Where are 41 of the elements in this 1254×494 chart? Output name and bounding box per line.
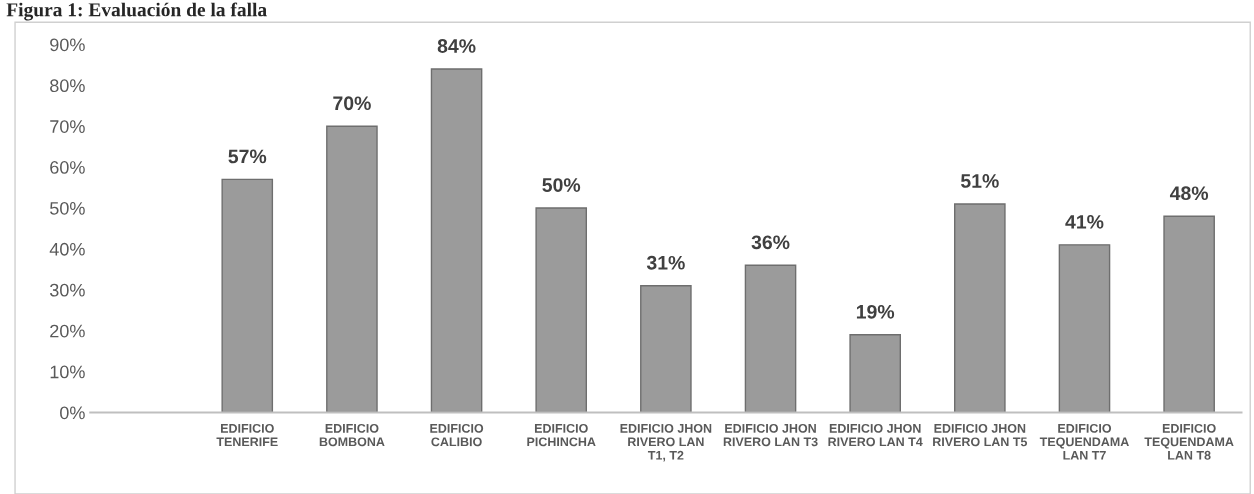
data-label: 51% (960, 174, 999, 188)
data-label: 31% (646, 255, 685, 270)
bar (640, 285, 692, 413)
y-tick-label: 30% (49, 283, 85, 297)
x-tick-label: EDIFICIO TEQUENDAMA LAN T8 (1144, 423, 1234, 460)
bar (221, 178, 274, 413)
bar (744, 264, 797, 413)
bar (535, 207, 588, 413)
bar (1058, 244, 1111, 413)
y-tick-label: 20% (50, 324, 85, 338)
x-tick-label: EDIFICIO JHON RIVERO LAN T5 (933, 423, 1028, 447)
data-label: 36% (751, 235, 790, 250)
bar (326, 125, 378, 413)
x-tick-label: EDIFICIO TENERIFE (216, 423, 278, 447)
x-tick-label: EDIFICIO PICHINCHA (527, 423, 596, 447)
bar (954, 203, 1006, 413)
data-label: 41% (1065, 215, 1104, 229)
y-tick-label: 40% (49, 242, 85, 256)
x-tick-label: EDIFICIO CALIBIO (430, 423, 484, 447)
y-tick-label: 60% (50, 161, 85, 174)
bar (430, 68, 483, 413)
y-tick-label: 0% (60, 406, 85, 420)
x-tick-label: EDIFICIO JHON RIVERO LAN T1, T2 (620, 423, 712, 462)
y-tick-label: 10% (50, 365, 85, 379)
x-tick-label: EDIFICIO JHON RIVERO LAN T3 (723, 423, 818, 447)
data-label: 50% (542, 178, 581, 192)
data-label: 19% (856, 304, 895, 319)
bar (849, 334, 901, 413)
bar (1163, 215, 1215, 413)
data-label: 70% (333, 96, 371, 111)
y-tick-label: 80% (50, 79, 85, 93)
y-tick-label: 70% (50, 120, 85, 133)
y-tick-label: 50% (50, 201, 85, 215)
data-label: 48% (1169, 186, 1209, 201)
y-tick-label: 90% (50, 38, 85, 52)
chart-title: Figura 1: Evaluación de la falla (6, 2, 267, 21)
data-label: 84% (437, 39, 476, 53)
x-tick-label: EDIFICIO TEQUENDAMA LAN T7 (1039, 423, 1129, 460)
x-tick-label: EDIFICIO JHON RIVERO LAN T4 (828, 423, 923, 447)
x-tick-label: EDIFICIO BOMBONA (319, 423, 385, 447)
data-label: 57% (228, 149, 267, 164)
